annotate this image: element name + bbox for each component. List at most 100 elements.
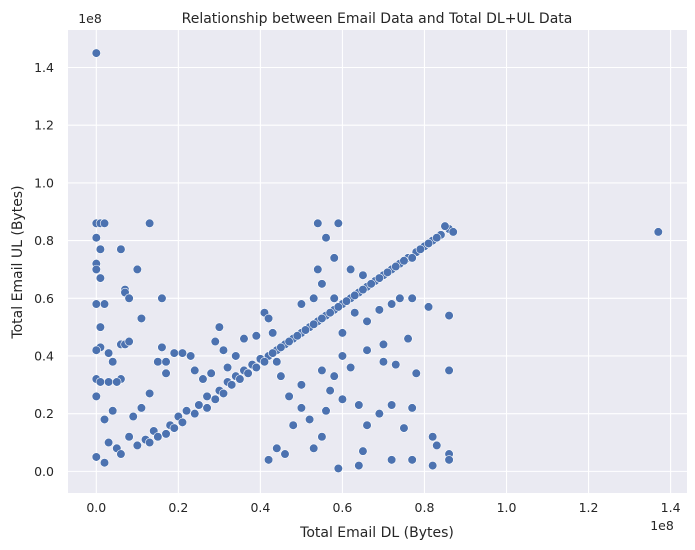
data-point: [99, 414, 110, 425]
data-point: [387, 455, 397, 465]
data-point: [333, 218, 343, 228]
data-point: [407, 403, 417, 413]
data-point: [309, 319, 319, 329]
data-point: [91, 452, 101, 462]
data-point: [444, 310, 454, 321]
data-point: [91, 264, 101, 275]
data-point: [177, 348, 188, 358]
x-axis-ticks: 0.0 0.2 0.4 0.6 0.8 1.0 1.2 1.4: [86, 500, 680, 515]
data-point: [99, 218, 110, 228]
data-point: [99, 458, 110, 468]
data-point: [116, 449, 126, 459]
data-point: [309, 293, 319, 303]
data-point: [415, 244, 425, 254]
data-point: [91, 345, 101, 355]
data-point: [161, 357, 171, 367]
data-point: [276, 371, 286, 381]
data-point: [145, 218, 155, 228]
data-point: [227, 380, 237, 390]
data-point: [321, 406, 331, 416]
data-point: [124, 293, 134, 303]
data-point: [341, 296, 352, 306]
data-point: [288, 420, 298, 430]
data-point: [399, 256, 409, 266]
data-point: [181, 406, 192, 416]
data-point: [235, 374, 245, 384]
data-point: [153, 432, 163, 442]
data-point: [305, 414, 315, 425]
data-point: [161, 429, 171, 439]
data-point: [346, 362, 356, 373]
y-tick-label: 1.2: [34, 118, 54, 133]
data-point: [157, 342, 167, 352]
data-point: [218, 388, 229, 399]
data-point: [124, 336, 134, 347]
data-point: [206, 368, 216, 378]
data-point: [317, 279, 327, 289]
data-point: [296, 380, 307, 390]
data-point: [190, 365, 200, 375]
data-point: [296, 299, 307, 309]
data-point: [440, 221, 450, 231]
data-point: [444, 455, 454, 465]
x-axis-label: Total Email DL (Bytes): [299, 525, 454, 541]
data-point: [362, 420, 372, 430]
x-tick-label: 1.4: [661, 500, 681, 515]
data-point: [317, 365, 327, 375]
data-point: [124, 432, 134, 442]
data-point: [222, 362, 233, 373]
data-point: [325, 308, 335, 318]
data-point: [329, 253, 339, 263]
data-point: [194, 400, 204, 410]
x-tick-label: 0.0: [86, 500, 106, 515]
data-point: [202, 391, 212, 401]
data-point: [132, 264, 142, 275]
data-point: [95, 322, 106, 332]
data-point: [423, 302, 434, 312]
data-point: [268, 348, 278, 358]
data-point: [329, 371, 339, 381]
data-point: [444, 365, 454, 375]
data-point: [366, 279, 376, 289]
data-point: [161, 368, 171, 378]
data-point: [354, 460, 364, 471]
data-point: [104, 437, 114, 448]
data-point: [280, 449, 290, 459]
data-point: [333, 463, 343, 474]
data-point: [378, 339, 389, 350]
data-point: [251, 362, 261, 373]
data-point: [263, 455, 274, 465]
data-points: [91, 48, 663, 474]
data-point: [358, 270, 368, 280]
x-tick-label: 1.0: [497, 500, 517, 515]
data-point: [231, 351, 241, 361]
data-point: [214, 322, 224, 332]
data-point: [407, 293, 417, 303]
data-point: [387, 400, 397, 410]
data-point: [243, 368, 253, 378]
x-tick-label: 1.2: [579, 500, 599, 515]
data-point: [95, 244, 106, 254]
data-point: [91, 233, 101, 243]
data-point: [153, 357, 163, 367]
y-tick-label: 1.0: [34, 175, 54, 190]
data-point: [374, 409, 384, 419]
data-point: [448, 227, 458, 237]
y-tick-label: 1.4: [34, 60, 54, 75]
data-point: [272, 443, 282, 453]
data-point: [132, 440, 142, 451]
data-point: [407, 253, 417, 263]
data-point: [177, 417, 188, 427]
y-tick-label: 0.4: [34, 348, 54, 363]
data-point: [136, 313, 147, 324]
data-point: [104, 348, 114, 358]
data-point: [337, 394, 348, 404]
data-point: [104, 377, 114, 387]
data-point: [91, 299, 101, 309]
data-point: [108, 357, 118, 367]
y-axis-offset-label: 1e8: [78, 11, 102, 26]
data-point: [128, 411, 138, 422]
data-point: [423, 238, 434, 249]
data-point: [362, 345, 372, 355]
